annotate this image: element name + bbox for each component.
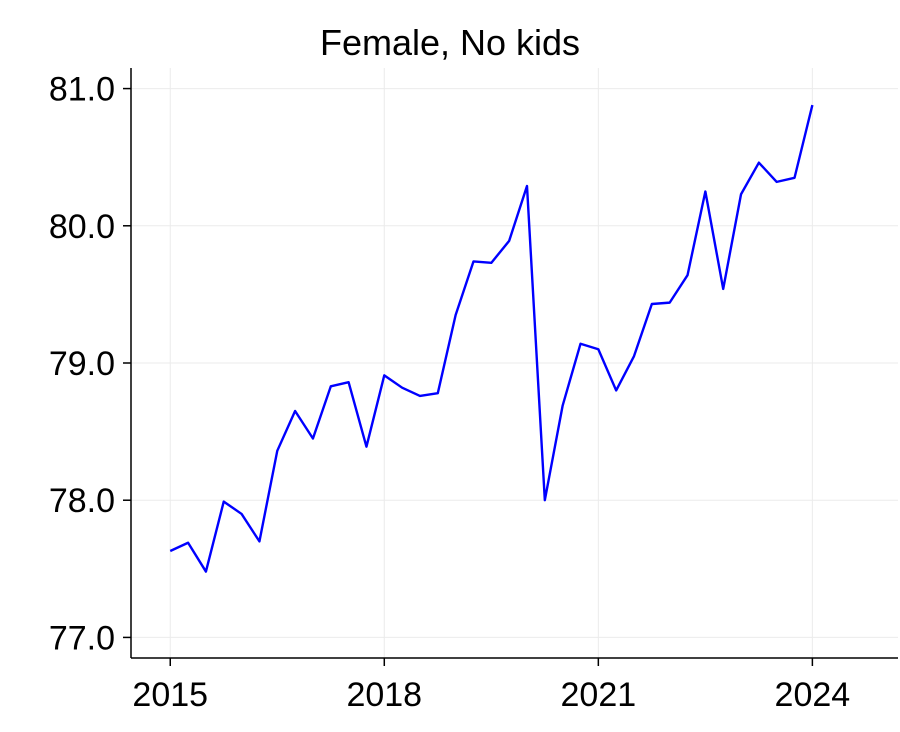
x-tick-label: 2018 [346, 676, 422, 714]
x-tick-label: 2024 [775, 676, 851, 714]
gridlines [131, 68, 898, 658]
x-tick-label: 2021 [561, 676, 637, 714]
y-tick-label: 80.0 [49, 208, 115, 246]
series-layer [169, 104, 814, 573]
axes [123, 68, 898, 666]
y-tick-label: 79.0 [49, 345, 115, 383]
y-tick-label: 78.0 [49, 482, 115, 520]
chart-title: Female, No kids [320, 22, 580, 63]
x-tick-label: 2015 [132, 676, 208, 714]
y-tick-label: 77.0 [49, 619, 115, 657]
y-tick-label: 81.0 [49, 71, 115, 109]
series-line [169, 104, 814, 573]
tick-labels: 77.0 78.0 79.0 80.0 81.0 2015 2018 2021 2024 [49, 71, 850, 714]
